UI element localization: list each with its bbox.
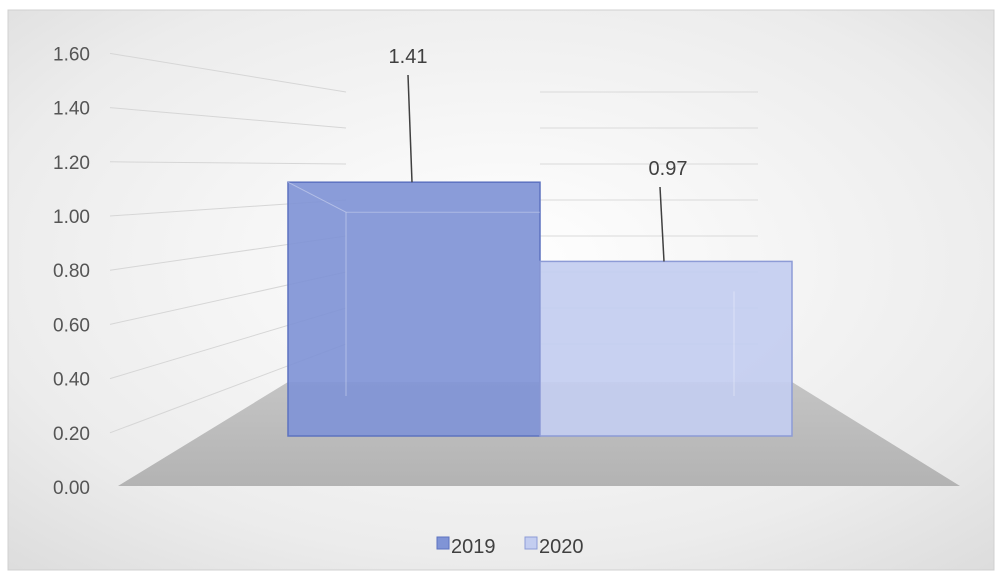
- bar-2019: [287, 181, 541, 437]
- data-label: 0.97: [649, 158, 688, 180]
- legend-swatch: [436, 536, 450, 550]
- y-tick-label: 1.00: [53, 207, 90, 228]
- gridline-side: [109, 161, 347, 165]
- y-tick-label: 0.00: [53, 478, 90, 499]
- y-tick-label: 1.60: [53, 44, 90, 65]
- y-tick-label: 0.60: [53, 315, 90, 336]
- data-label-leader: [659, 186, 665, 262]
- y-axis: 0.00 0.20 0.40 0.60 0.80 1.00 1.20 1.40 1.60: [53, 44, 90, 499]
- legend-swatch: [524, 536, 538, 550]
- data-label-leader: [407, 74, 413, 183]
- legend: 2019 2020: [436, 536, 584, 558]
- legend-label: 2020: [539, 536, 584, 558]
- y-tick-label: 0.20: [53, 424, 90, 445]
- bar-edge: [287, 181, 347, 213]
- data-label: 1.41: [389, 46, 428, 68]
- bar-2020: [539, 260, 793, 437]
- gridline-side: [109, 52, 347, 93]
- y-tick-label: 0.40: [53, 370, 90, 391]
- y-tick-label: 1.20: [53, 153, 90, 174]
- gridline-side: [109, 107, 347, 129]
- bar-layer: [287, 181, 793, 437]
- y-tick-label: 0.80: [53, 261, 90, 282]
- data-label-layer: 1.41 0.97: [389, 46, 688, 262]
- y-tick-label: 1.40: [53, 99, 90, 120]
- legend-label: 2019: [451, 536, 496, 558]
